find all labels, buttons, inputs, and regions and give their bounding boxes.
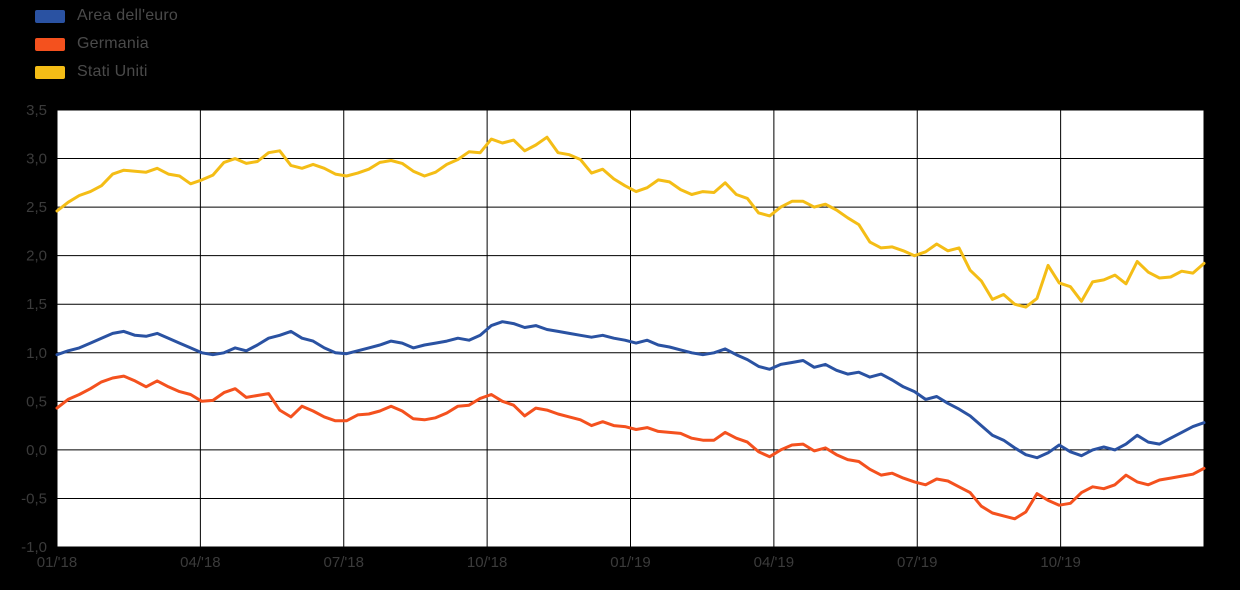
x-tick-label: 07/'18	[324, 554, 364, 571]
y-tick-label: 1,0	[26, 345, 47, 362]
x-tick-label: 01/'18	[37, 554, 77, 571]
y-tick-label: 2,0	[26, 248, 47, 265]
legend-swatch-germania	[35, 37, 65, 51]
legend-item-area-euro: Area dell'euro	[35, 6, 178, 26]
y-tick-label: 1,5	[26, 296, 47, 313]
y-tick-label: 0,0	[26, 442, 47, 459]
x-tick-label: 10/'18	[467, 554, 507, 571]
legend-item-stati-uniti: Stati Uniti	[35, 62, 178, 82]
y-tick-label: -1,0	[21, 539, 47, 556]
y-tick-label: 2,5	[26, 199, 47, 216]
x-tick-label: 07/'19	[897, 554, 937, 571]
legend-swatch-area-euro	[35, 9, 65, 23]
series-line-1	[55, 374, 1206, 521]
y-tick-label: 0,5	[26, 393, 47, 410]
y-tick-label: -0,5	[21, 490, 47, 507]
y-tick-label: 3,0	[26, 151, 47, 168]
x-tick-label: 04/'18	[180, 554, 220, 571]
legend-label-area-euro: Area dell'euro	[77, 7, 179, 24]
y-tick-label: 3,5	[26, 102, 47, 119]
legend-swatch-stati-uniti	[35, 65, 65, 79]
x-tick-label: 04/'19	[754, 554, 794, 571]
chart-legend: Area dell'euro Germania Stati Uniti	[35, 6, 178, 82]
legend-label-stati-uniti: Stati Uniti	[77, 63, 148, 80]
legend-item-germania: Germania	[35, 34, 178, 54]
series-line-2	[55, 135, 1206, 309]
x-tick-label: 01/'19	[610, 554, 650, 571]
series-line-0	[55, 320, 1206, 460]
x-tick-label: 10/'19	[1040, 554, 1080, 571]
legend-label-germania: Germania	[77, 35, 149, 52]
